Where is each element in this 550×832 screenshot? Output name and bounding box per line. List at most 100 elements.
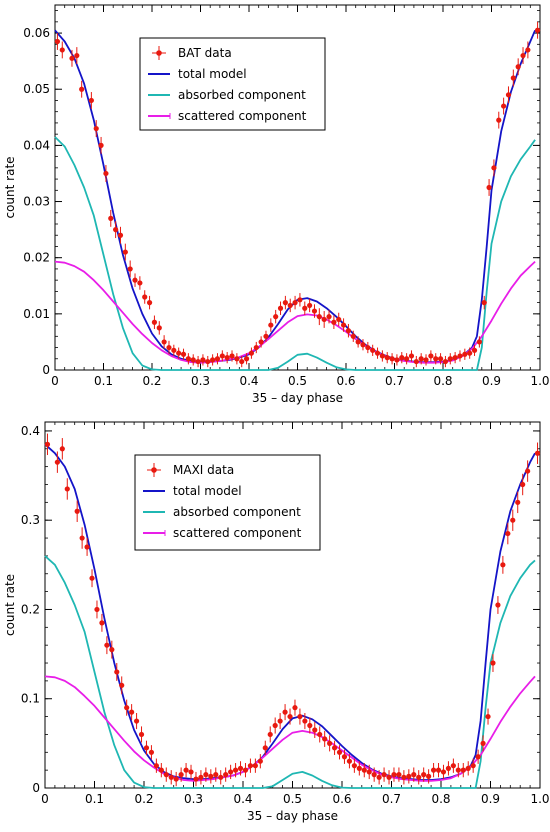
data-point xyxy=(467,350,473,356)
data-point xyxy=(163,772,169,778)
y-axis-title: count rate xyxy=(3,574,17,636)
x-tick-label: 0.9 xyxy=(482,374,501,388)
x-tick-label: 0.5 xyxy=(283,792,302,806)
legend-label: BAT data xyxy=(178,46,232,60)
data-point xyxy=(340,322,347,328)
data-point xyxy=(485,713,491,720)
data-point xyxy=(361,767,367,773)
data-point xyxy=(360,342,366,348)
data-point xyxy=(307,722,313,729)
data-point xyxy=(242,767,249,773)
data-point xyxy=(350,333,356,339)
legend-label: absorbed component xyxy=(178,88,306,102)
data-point xyxy=(317,731,323,738)
x-tick-label: 0.4 xyxy=(233,792,252,806)
data-point xyxy=(253,344,259,351)
data-point xyxy=(237,765,244,771)
data-point xyxy=(223,772,229,778)
data-point xyxy=(44,441,51,447)
data-point xyxy=(423,357,429,363)
legend-label: MAXI data xyxy=(173,463,234,477)
data-point xyxy=(161,339,167,345)
data-point xyxy=(59,47,65,53)
x-tick-label: 0.7 xyxy=(382,792,401,806)
data-point xyxy=(501,103,507,109)
data-point xyxy=(452,355,458,361)
series-line-scattered-component xyxy=(44,675,536,782)
legend-label: total model xyxy=(173,484,242,498)
data-point xyxy=(491,165,497,171)
data-point xyxy=(109,647,115,653)
data-point xyxy=(316,314,322,320)
data-point xyxy=(203,772,209,778)
data-point xyxy=(84,544,90,550)
data-point xyxy=(166,344,172,351)
data-point xyxy=(351,763,357,769)
data-point xyxy=(114,669,120,675)
y-tick-label: 0 xyxy=(42,363,50,377)
data-point xyxy=(462,351,468,357)
data-point xyxy=(381,772,387,778)
data-point xyxy=(200,357,206,363)
data-point xyxy=(371,772,377,778)
data-point xyxy=(356,765,362,771)
data-point xyxy=(476,339,482,345)
data-point xyxy=(386,774,392,780)
y-tick-label: 0.3 xyxy=(21,513,40,527)
y-tick-label: 0.2 xyxy=(21,602,40,616)
x-tick-label: 0.8 xyxy=(431,792,450,806)
legend-label: scattered component xyxy=(178,109,307,123)
x-tick-label: 0.1 xyxy=(94,374,113,388)
data-point xyxy=(178,772,184,778)
data-point xyxy=(355,339,361,345)
legend-box xyxy=(134,454,321,551)
data-point xyxy=(376,774,382,780)
data-point xyxy=(104,642,110,648)
data-point xyxy=(437,356,444,362)
data-point xyxy=(69,55,75,61)
data-point xyxy=(205,358,211,365)
data-point xyxy=(435,767,442,773)
data-point xyxy=(74,52,80,59)
data-point xyxy=(277,718,283,724)
data-point xyxy=(322,736,328,742)
data-point xyxy=(430,767,437,773)
x-tick-label: 0.3 xyxy=(191,374,210,388)
y-tick-label: 0.4 xyxy=(21,424,40,438)
legend-label: total model xyxy=(178,67,247,81)
data-point xyxy=(198,774,204,780)
maxi-panel: 0 0.1 0.2 0.3 0.4 0.5 0.6 0.7 0.8 0.9 1.0 0 0.1 0.2 0.… xyxy=(3,421,550,823)
x-tick-label: 0.3 xyxy=(184,792,203,806)
data-point xyxy=(263,333,269,339)
data-point xyxy=(307,302,313,309)
data-point xyxy=(273,314,279,320)
data-point xyxy=(247,763,254,769)
y-tick-label: 0.1 xyxy=(21,692,40,706)
data-point xyxy=(391,772,397,778)
data-point xyxy=(399,355,405,361)
data-point xyxy=(394,357,400,363)
data-point xyxy=(505,92,512,98)
x-tick-label: 0 xyxy=(51,374,59,388)
data-point xyxy=(287,302,293,309)
data-point xyxy=(421,772,427,778)
data-point xyxy=(94,606,100,613)
x-tick-label: 0.6 xyxy=(332,792,351,806)
x-axis-title: 35 – day phase xyxy=(252,391,343,405)
data-point xyxy=(74,508,80,514)
data-point xyxy=(213,772,219,778)
data-point xyxy=(158,767,164,773)
data-point xyxy=(525,47,531,53)
data-point xyxy=(59,446,65,452)
data-point xyxy=(510,517,516,523)
x-tick-label: 0.5 xyxy=(288,374,307,388)
data-point xyxy=(475,754,481,760)
data-point xyxy=(460,767,466,773)
data-point xyxy=(173,776,179,782)
x-tick-label: 1.0 xyxy=(530,374,549,388)
data-point xyxy=(457,353,463,359)
data-point xyxy=(345,328,352,334)
data-point xyxy=(520,481,526,488)
data-point xyxy=(190,357,196,363)
data-point xyxy=(138,731,145,738)
